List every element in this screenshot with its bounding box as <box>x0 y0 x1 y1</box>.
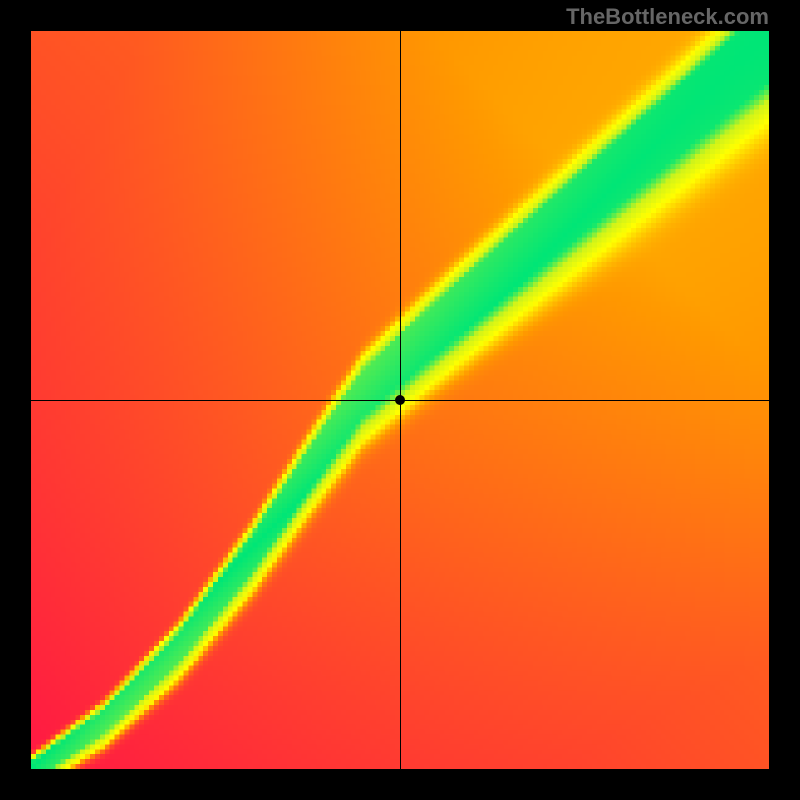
crosshair-marker <box>395 395 405 405</box>
watermark-text: TheBottleneck.com <box>566 4 769 30</box>
chart-container: { "source_watermark": "TheBottleneck.com… <box>0 0 800 800</box>
